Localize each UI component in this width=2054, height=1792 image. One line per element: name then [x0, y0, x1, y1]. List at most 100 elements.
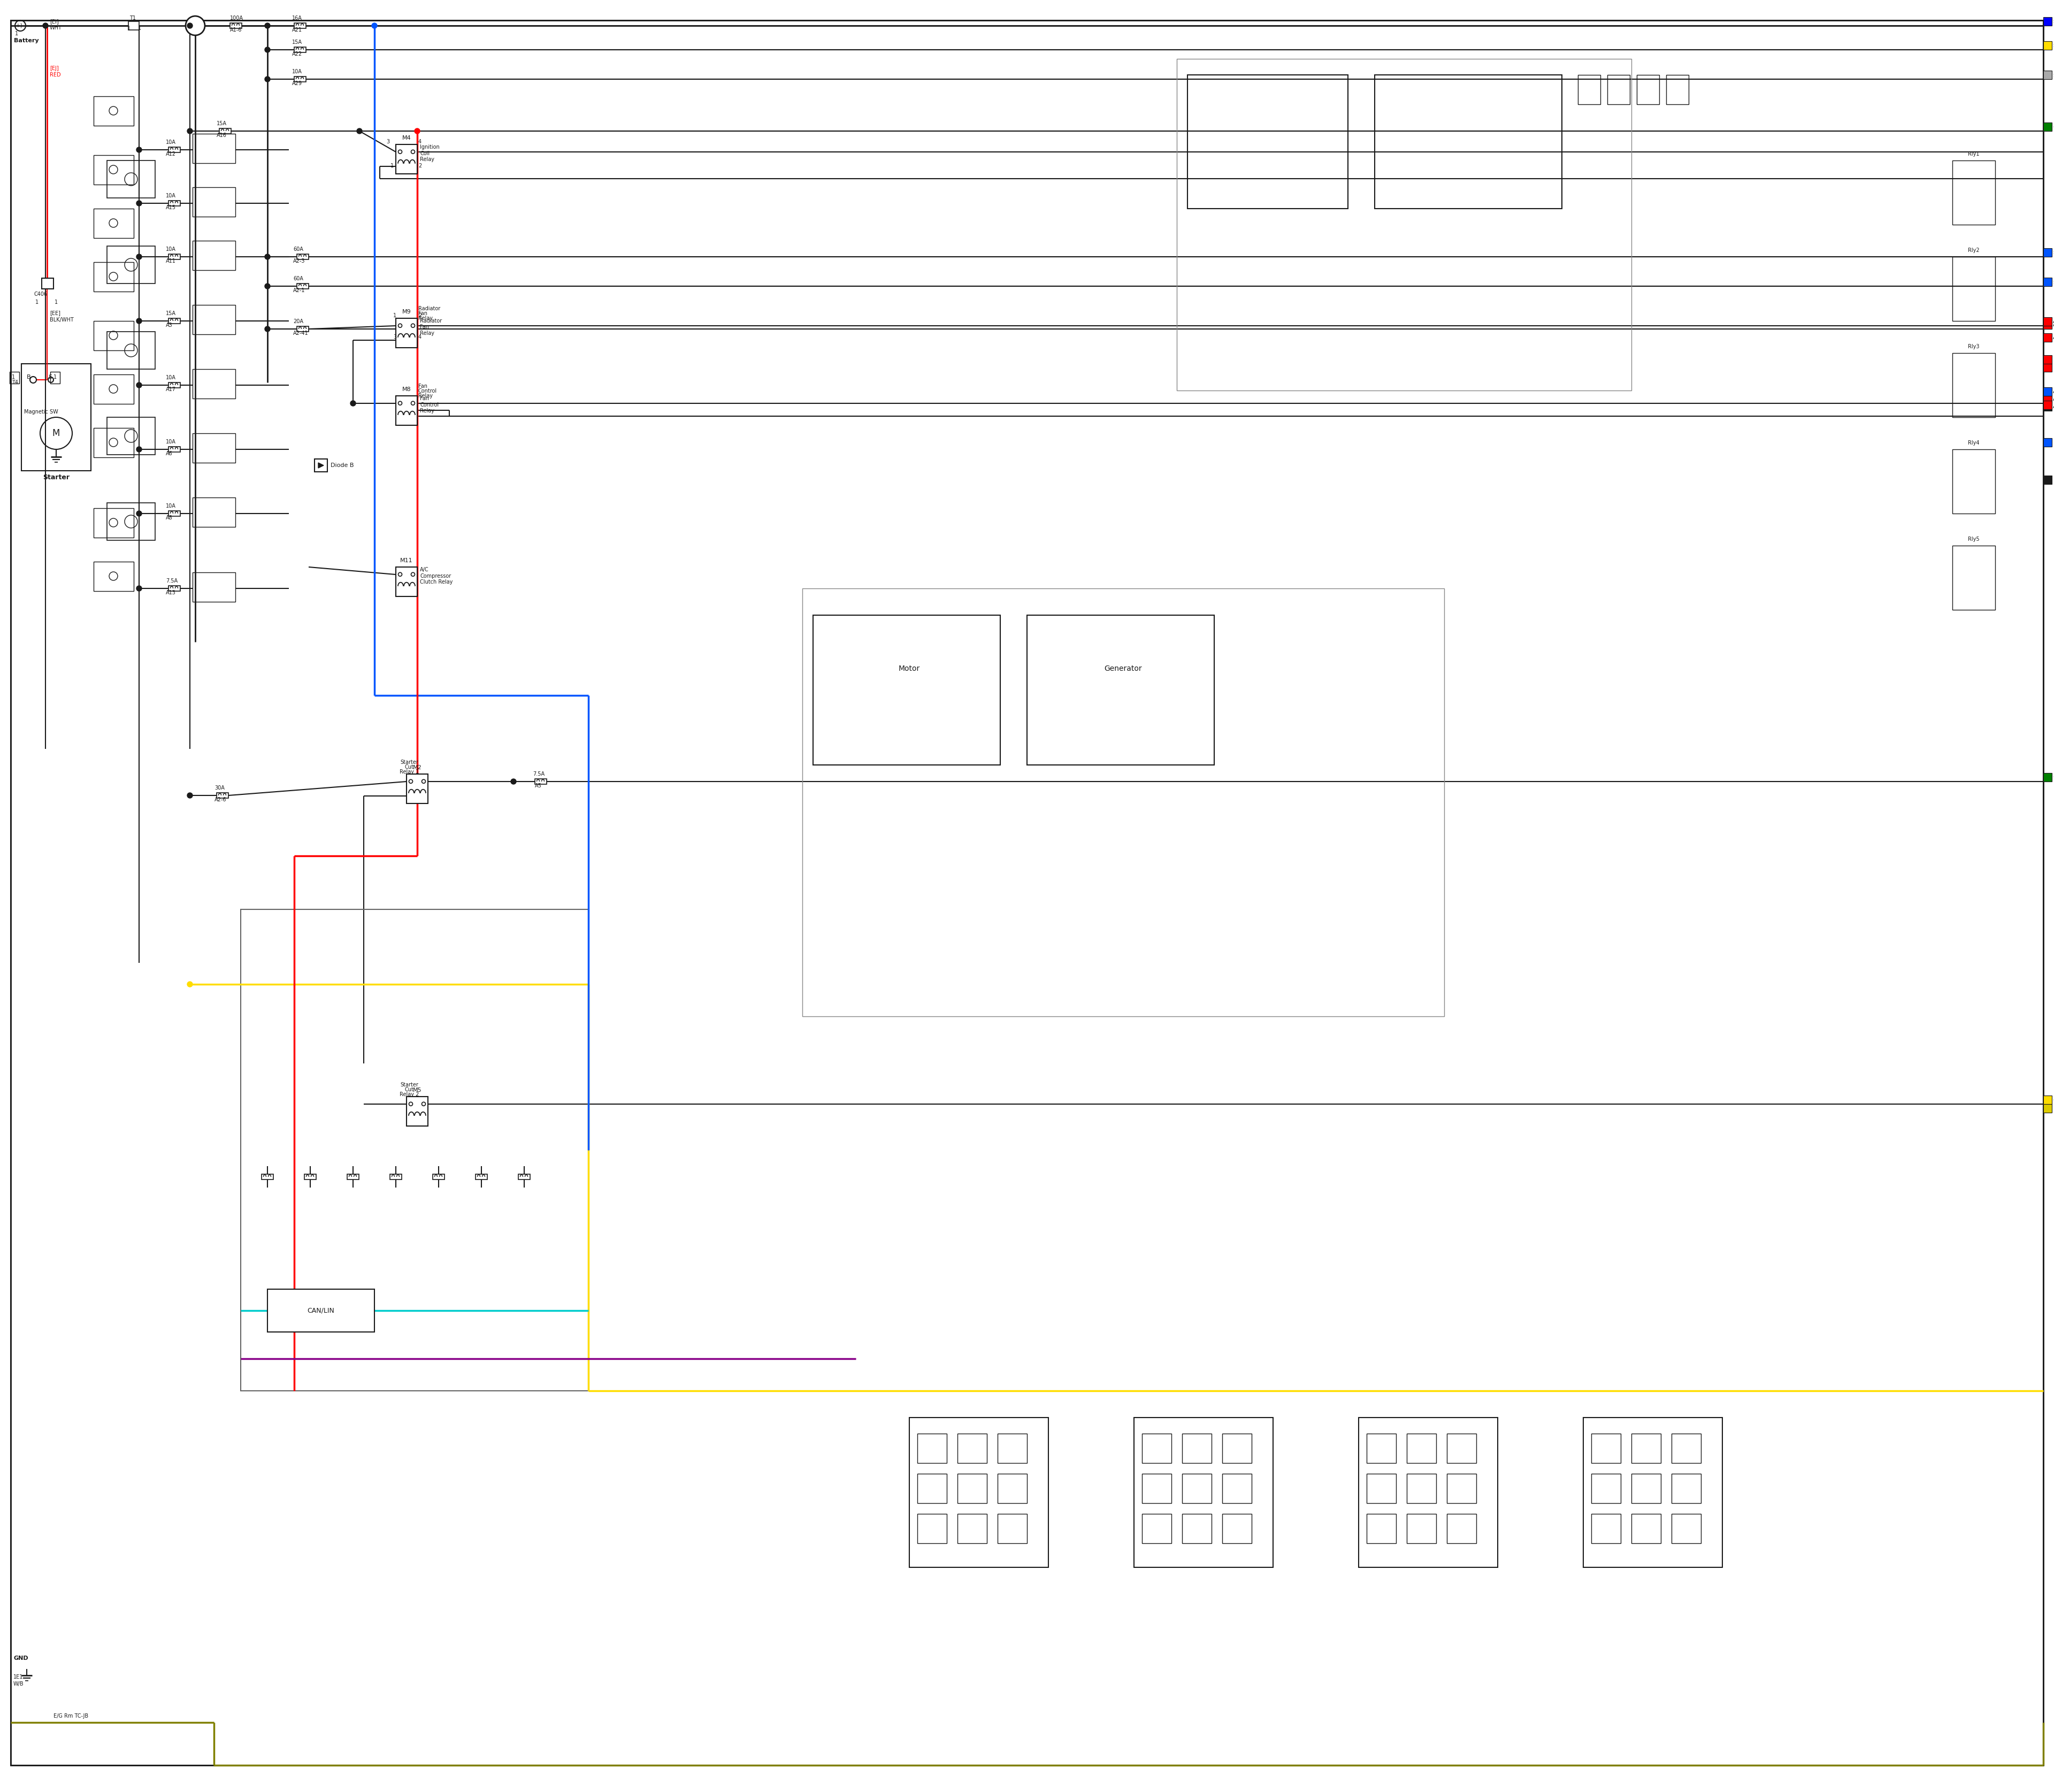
Text: Rly1: Rly1 [1968, 151, 1980, 156]
Bar [2044, 401, 2052, 409]
Bar [127, 22, 140, 30]
Text: T1: T1 [129, 16, 136, 22]
Bar [433, 1174, 444, 1179]
Bar [2044, 355, 2052, 364]
Bar [21, 364, 90, 471]
Circle shape [398, 324, 403, 328]
Text: Rly5: Rly5 [1968, 536, 1980, 541]
Bar [518, 1174, 530, 1179]
Text: A6: A6 [166, 452, 173, 457]
Bar [910, 1417, 1048, 1568]
Text: 1: 1 [35, 299, 39, 305]
Text: Battery: Battery [14, 38, 39, 43]
Bar [918, 1473, 947, 1503]
Bar [1374, 75, 1561, 208]
Text: GND: GND [14, 1656, 29, 1661]
Bar [49, 371, 60, 383]
Circle shape [136, 201, 142, 206]
Bar [1666, 75, 1688, 104]
Text: Magnetic SW: Magnetic SW [25, 409, 58, 414]
Bar [298, 254, 308, 260]
Text: M4: M4 [403, 136, 411, 142]
Circle shape [357, 129, 362, 134]
Bar [1183, 1473, 1212, 1503]
Bar [94, 509, 134, 538]
Bar [918, 1514, 947, 1543]
Circle shape [415, 129, 419, 134]
Bar [1222, 1473, 1251, 1503]
Text: 1: 1 [55, 299, 58, 305]
Text: 10A: 10A [166, 439, 177, 444]
Circle shape [411, 401, 415, 405]
Text: Relay 2: Relay 2 [398, 1091, 419, 1097]
Circle shape [265, 23, 271, 29]
Bar [168, 511, 181, 516]
Bar [477, 1174, 487, 1179]
Bar [1222, 1434, 1251, 1462]
Text: 10A: 10A [292, 70, 302, 73]
Circle shape [185, 16, 205, 36]
Bar [998, 1434, 1027, 1462]
Polygon shape [318, 462, 325, 468]
Circle shape [398, 572, 403, 577]
Text: WHT: WHT [49, 25, 62, 30]
Text: [EJ]: [EJ] [49, 66, 60, 72]
Circle shape [398, 401, 403, 405]
Bar [1366, 1434, 1397, 1462]
Bar [396, 145, 417, 174]
Circle shape [187, 129, 193, 134]
Text: M8: M8 [403, 387, 411, 392]
Bar [107, 246, 156, 283]
Circle shape [421, 1102, 425, 1106]
Text: M9: M9 [403, 310, 411, 315]
Bar [168, 382, 181, 387]
Bar [998, 1473, 1027, 1503]
Text: 15A: 15A [292, 39, 302, 45]
Text: Fan
Control
Relay: Fan Control Relay [419, 396, 440, 414]
Bar [1183, 1434, 1212, 1462]
Text: CAN/LIN: CAN/LIN [308, 1306, 335, 1314]
Text: [EE]: [EE] [49, 310, 60, 315]
Bar [94, 262, 134, 292]
Text: RED: RED [49, 72, 62, 77]
Bar [534, 780, 546, 785]
Text: A2-41: A2-41 [294, 330, 308, 335]
Bar [10, 371, 18, 383]
Circle shape [136, 254, 142, 260]
Bar [1672, 1473, 1701, 1503]
Bar [168, 147, 181, 152]
Bar [168, 254, 181, 260]
Text: 3: 3 [392, 335, 396, 340]
Bar [193, 369, 236, 398]
Circle shape [411, 151, 415, 154]
Bar [2044, 249, 2052, 256]
Bar [957, 1434, 986, 1462]
Text: Diode B: Diode B [331, 462, 353, 468]
Bar [813, 615, 1000, 765]
Text: 7.5A: 7.5A [166, 579, 177, 584]
Text: (+): (+) [14, 23, 23, 29]
Circle shape [136, 586, 142, 591]
Circle shape [265, 326, 271, 332]
Bar [193, 240, 236, 271]
Bar [294, 23, 306, 29]
Text: A15: A15 [166, 204, 177, 210]
Text: A16: A16 [216, 133, 226, 138]
Text: Fan: Fan [419, 383, 427, 389]
Circle shape [398, 151, 403, 154]
Text: 20A: 20A [294, 319, 304, 324]
Circle shape [265, 254, 271, 260]
Bar [407, 774, 427, 803]
Text: A29: A29 [292, 81, 302, 86]
Bar [1953, 161, 1994, 224]
Text: 15A: 15A [216, 120, 226, 125]
Bar [107, 418, 156, 455]
Bar [94, 321, 134, 351]
Text: A5: A5 [534, 783, 542, 788]
Bar [1142, 1473, 1171, 1503]
Bar [94, 561, 134, 591]
Circle shape [43, 23, 47, 29]
Text: Generator: Generator [1105, 665, 1142, 672]
Bar [2044, 317, 2052, 326]
Bar [1358, 1417, 1497, 1568]
